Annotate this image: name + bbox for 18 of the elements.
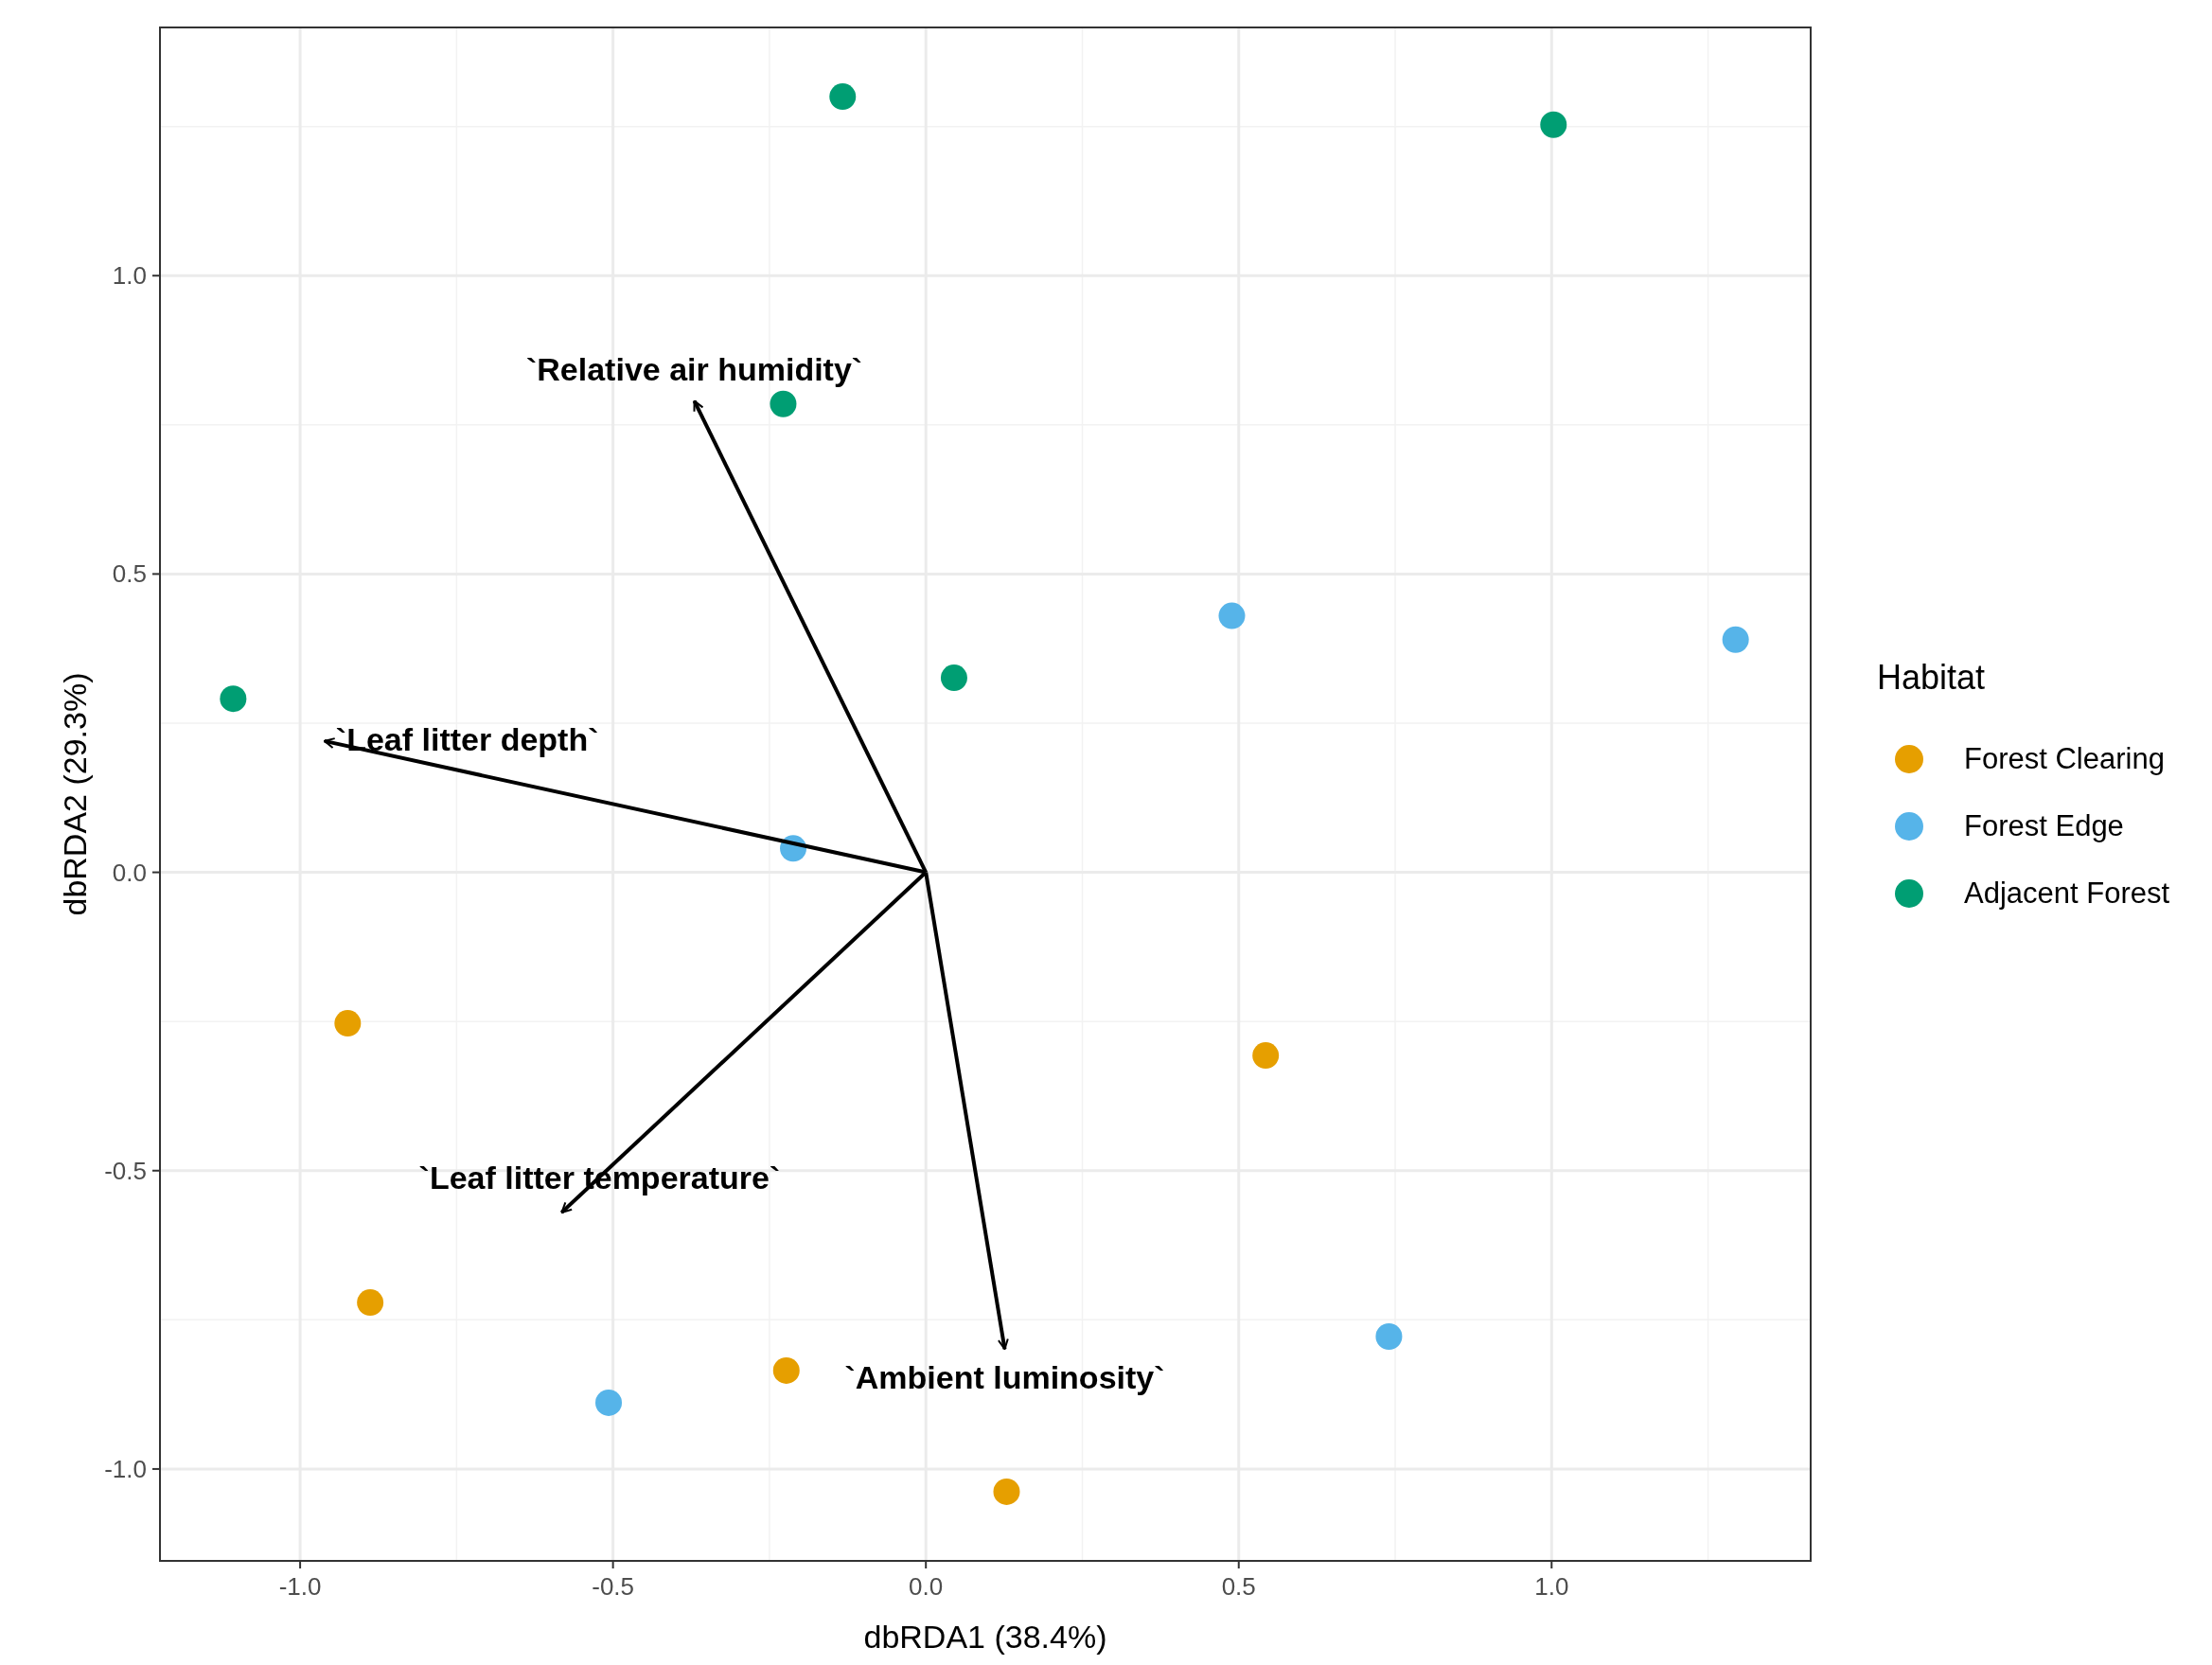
- y-axis-title: dbRDA2 (29.3%): [57, 672, 93, 916]
- y-tick-label: -0.5: [104, 1156, 147, 1185]
- x-tick-label: -0.5: [592, 1572, 635, 1601]
- x-tick-label: 0.0: [909, 1572, 944, 1601]
- legend-label: Forest Clearing: [1964, 742, 2165, 775]
- x-axis-title: dbRDA1 (38.4%): [863, 1619, 1107, 1655]
- y-tick-label: 1.0: [112, 261, 147, 291]
- x-tick-label: 0.5: [1221, 1572, 1256, 1601]
- x-tick-label: -1.0: [278, 1572, 322, 1601]
- y-tick-label: 0.5: [112, 559, 147, 589]
- legend-label: Adjacent Forest: [1964, 877, 2170, 910]
- series-label: `Ambient luminosity`: [844, 1359, 1165, 1396]
- legend-label: Forest Edge: [1964, 809, 2124, 842]
- legend-title: Habitat: [1877, 658, 1986, 697]
- y-tick-label: -1.0: [104, 1454, 147, 1483]
- y-tick-label: 0.0: [112, 858, 147, 887]
- series-label: `Relative air humidity`: [525, 350, 863, 387]
- x-tick-label: 1.0: [1534, 1572, 1569, 1601]
